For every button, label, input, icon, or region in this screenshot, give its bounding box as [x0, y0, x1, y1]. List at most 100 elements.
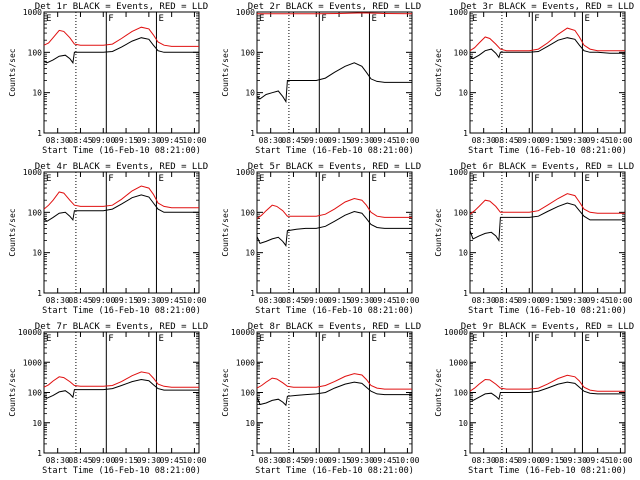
chart-title: Det 9r BLACK = Events, RED = LLD — [461, 322, 634, 332]
x-tick-label: 09:00 — [91, 136, 115, 145]
y-axis-label: Counts/sec — [221, 368, 230, 416]
chart-panel-2: Det 2r BLACK = Events, RED = LLD 1 10 100 10… — [221, 2, 421, 156]
x-axis-label: Start Time (16-Feb-10 08:21:00) — [468, 306, 627, 316]
region-label: E — [46, 14, 51, 24]
x-tick-label: 09:15 — [327, 456, 351, 465]
series-events-line — [469, 202, 625, 242]
region-label: F — [321, 334, 326, 344]
y-axis-label: Counts/sec — [8, 48, 17, 96]
x-tick-label: 09:45 — [586, 296, 610, 305]
x-tick-label: 09:00 — [517, 456, 541, 465]
x-tick-label: 09:45 — [160, 456, 184, 465]
x-tick-label: 10:00 — [608, 136, 632, 145]
x-tick-label: 08:30 — [46, 296, 70, 305]
y-tick-label: 10 — [32, 89, 42, 98]
x-axis-label: Start Time (16-Feb-10 08:21:00) — [255, 146, 414, 156]
series-lld-line — [469, 193, 625, 215]
y-tick-label: 100 — [28, 208, 43, 217]
region-label: F — [534, 14, 539, 24]
region-label: E — [46, 334, 51, 344]
x-tick-label: 09:45 — [586, 136, 610, 145]
plot-frame — [256, 331, 413, 454]
series-lld-line — [43, 185, 199, 210]
chart-title: Det 8r BLACK = Events, RED = LLD — [248, 322, 421, 332]
y-tick-label: 10 — [458, 249, 468, 258]
region-label: F — [534, 174, 539, 184]
chart-title: Det 2r BLACK = Events, RED = LLD — [248, 2, 421, 12]
region-label: F — [321, 14, 326, 24]
region-label: E — [371, 334, 376, 344]
chart-title: Det 7r BLACK = Events, RED = LLD — [35, 322, 208, 332]
chart-title: Det 3r BLACK = Events, RED = LLD — [461, 2, 634, 12]
y-tick-label: 10 — [32, 419, 42, 428]
x-tick-label: 09:30 — [563, 136, 587, 145]
chart-panel-8: Det 8r BLACK = Events, RED = LLD 1 10 100 10… — [221, 322, 421, 476]
y-tick-label: 100 — [241, 48, 256, 57]
chart-panel-5: Det 5r BLACK = Events, RED = LLD 1 10 100 10… — [221, 162, 421, 316]
region-label: E — [584, 174, 589, 184]
y-tick-label: 1000 — [23, 358, 42, 367]
chart-title: Det 4r BLACK = Events, RED = LLD — [35, 162, 208, 172]
region-label: E — [472, 14, 477, 24]
region-label: E — [259, 334, 264, 344]
region-label: E — [158, 14, 163, 24]
x-tick-label: 09:00 — [304, 296, 328, 305]
region-label: E — [259, 174, 264, 184]
y-tick-label: 1 — [37, 289, 42, 298]
x-axis-label: Start Time (16-Feb-10 08:21:00) — [42, 306, 201, 316]
region-label: F — [534, 334, 539, 344]
region-label: E — [472, 334, 477, 344]
series-lld-line — [43, 371, 199, 388]
region-label: E — [584, 334, 589, 344]
chart-panel-3: Det 3r BLACK = Events, RED = LLD 1 10 100 10… — [434, 2, 634, 156]
x-axis-label: Start Time (16-Feb-10 08:21:00) — [255, 306, 414, 316]
x-tick-label: 09:00 — [91, 456, 115, 465]
y-tick-label: 1 — [250, 289, 255, 298]
region-label: F — [108, 174, 113, 184]
x-tick-label: 09:30 — [563, 296, 587, 305]
x-tick-label: 09:30 — [137, 296, 161, 305]
chart-panel-6: Det 6r BLACK = Events, RED = LLD 1 10 100 10… — [434, 162, 634, 316]
x-tick-label: 09:30 — [350, 456, 374, 465]
y-tick-label: 10 — [32, 249, 42, 258]
y-tick-label: 10 — [245, 249, 255, 258]
plot-frame — [469, 11, 626, 134]
y-tick-label: 1000 — [236, 168, 255, 177]
series-lld-line — [469, 27, 625, 52]
y-tick-label: 1000 — [449, 168, 468, 177]
y-axis-label: Counts/sec — [8, 368, 17, 416]
x-tick-label: 08:45 — [281, 296, 305, 305]
y-tick-label: 1000 — [23, 8, 42, 17]
y-tick-label: 10 — [458, 89, 468, 98]
plot-frame — [43, 171, 200, 294]
x-tick-label: 08:30 — [259, 136, 283, 145]
x-tick-label: 09:00 — [91, 296, 115, 305]
y-tick-label: 100 — [454, 389, 469, 398]
x-tick-label: 08:30 — [46, 456, 70, 465]
y-tick-label: 10 — [458, 419, 468, 428]
series-events-line — [469, 381, 625, 401]
x-tick-label: 09:45 — [160, 136, 184, 145]
x-tick-label: 09:15 — [114, 296, 138, 305]
x-tick-label: 09:30 — [563, 456, 587, 465]
plot-frame — [256, 171, 413, 294]
y-tick-label: 100 — [454, 208, 469, 217]
series-events-line — [43, 37, 199, 65]
x-tick-label: 08:30 — [472, 296, 496, 305]
x-tick-label: 09:30 — [350, 136, 374, 145]
x-tick-label: 09:00 — [304, 456, 328, 465]
x-tick-label: 08:30 — [472, 136, 496, 145]
x-tick-label: 09:15 — [540, 296, 564, 305]
region-label: F — [108, 14, 113, 24]
y-tick-label: 1 — [37, 449, 42, 458]
y-tick-label: 10 — [245, 419, 255, 428]
y-tick-label: 10000 — [444, 328, 468, 337]
y-axis-label: Counts/sec — [8, 208, 17, 256]
x-axis-label: Start Time (16-Feb-10 08:21:00) — [255, 466, 414, 476]
y-tick-label: 1000 — [449, 358, 468, 367]
x-tick-label: 08:30 — [259, 296, 283, 305]
x-tick-label: 08:45 — [281, 136, 305, 145]
y-tick-label: 1 — [463, 449, 468, 458]
x-tick-label: 08:45 — [494, 456, 518, 465]
